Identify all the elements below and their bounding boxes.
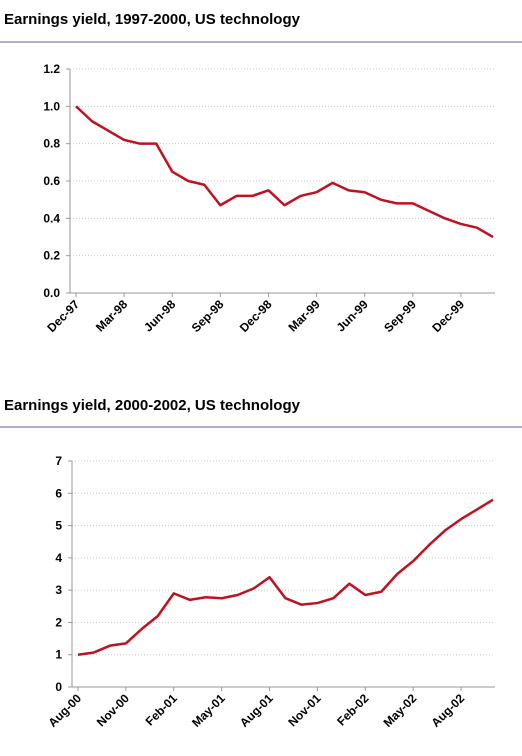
y-tick-label: 0 (55, 680, 62, 694)
x-tick-label: Aug-02 (429, 691, 468, 730)
y-tick-label: 0.4 (43, 211, 60, 225)
chart-title: Earnings yield, 2000-2002, US technology (4, 397, 301, 414)
x-tick-label: Nov-01 (285, 691, 323, 729)
x-tick-label: Mar-99 (285, 297, 322, 334)
line-series (75, 105, 494, 239)
x-tick-label: May-02 (381, 691, 420, 730)
x-tick-label: Jun-98 (141, 297, 178, 334)
x-tick-label: Dec-98 (237, 297, 275, 335)
y-tick-label: 3 (55, 583, 62, 597)
x-tick-label: Jun-99 (334, 297, 371, 334)
x-tick-label: Aug-00 (45, 691, 84, 730)
y-tick-label: 1 (55, 648, 62, 662)
x-tick-label: Dec-97 (44, 297, 82, 335)
line-series (77, 498, 494, 656)
y-tick-label: 0.0 (43, 286, 60, 300)
y-tick-label: 1.2 (43, 62, 60, 76)
y-tick-label: 1.0 (43, 99, 60, 113)
x-tick-label: May-01 (189, 691, 228, 730)
y-tick-label: 0.6 (43, 174, 60, 188)
x-tick-label: Sep-98 (189, 297, 227, 335)
x-tick-label: Dec-99 (429, 297, 467, 335)
y-tick-label: 5 (55, 519, 62, 533)
chart-title: Earnings yield, 1997-2000, US technology (4, 11, 301, 28)
y-tick-label: 6 (55, 486, 62, 500)
y-tick-label: 7 (55, 454, 62, 468)
y-tick-label: 4 (55, 551, 62, 565)
y-tick-label: 0.8 (43, 137, 60, 151)
x-tick-label: Nov-00 (94, 691, 132, 729)
x-tick-label: Mar-98 (93, 297, 130, 334)
x-tick-label: Sep-99 (381, 297, 419, 335)
y-tick-label: 2 (55, 615, 62, 629)
x-tick-label: Feb-01 (143, 691, 180, 728)
y-tick-label: 0.2 (43, 249, 60, 263)
x-tick-label: Aug-01 (237, 691, 276, 730)
x-tick-label: Feb-02 (334, 691, 371, 728)
